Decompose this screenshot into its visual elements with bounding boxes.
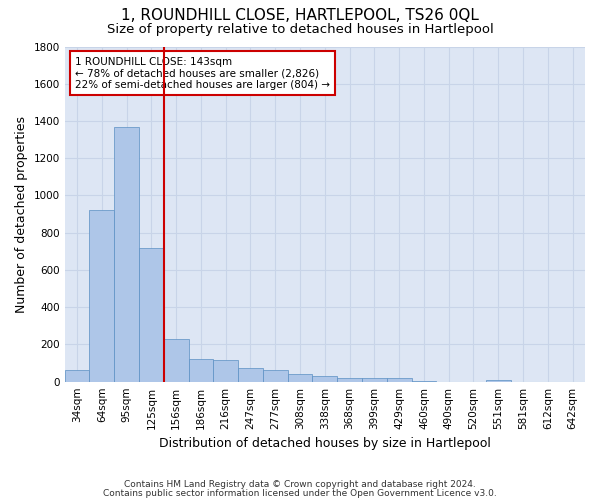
Bar: [238, 368, 263, 382]
Text: Size of property relative to detached houses in Hartlepool: Size of property relative to detached ho…: [107, 22, 493, 36]
Bar: [65, 370, 89, 382]
Bar: [263, 370, 287, 382]
Bar: [486, 380, 511, 382]
Bar: [412, 380, 436, 382]
Bar: [114, 126, 139, 382]
Bar: [337, 378, 362, 382]
Bar: [164, 339, 188, 382]
Bar: [214, 360, 238, 382]
Text: 1 ROUNDHILL CLOSE: 143sqm
← 78% of detached houses are smaller (2,826)
22% of se: 1 ROUNDHILL CLOSE: 143sqm ← 78% of detac…: [75, 56, 330, 90]
Bar: [139, 248, 164, 382]
Text: Contains HM Land Registry data © Crown copyright and database right 2024.: Contains HM Land Registry data © Crown c…: [124, 480, 476, 489]
Bar: [287, 374, 313, 382]
Bar: [362, 378, 387, 382]
Bar: [188, 360, 214, 382]
Y-axis label: Number of detached properties: Number of detached properties: [15, 116, 28, 312]
Bar: [89, 210, 114, 382]
Text: 1, ROUNDHILL CLOSE, HARTLEPOOL, TS26 0QL: 1, ROUNDHILL CLOSE, HARTLEPOOL, TS26 0QL: [121, 8, 479, 22]
Text: Contains public sector information licensed under the Open Government Licence v3: Contains public sector information licen…: [103, 488, 497, 498]
Bar: [313, 376, 337, 382]
Bar: [387, 378, 412, 382]
X-axis label: Distribution of detached houses by size in Hartlepool: Distribution of detached houses by size …: [159, 437, 491, 450]
